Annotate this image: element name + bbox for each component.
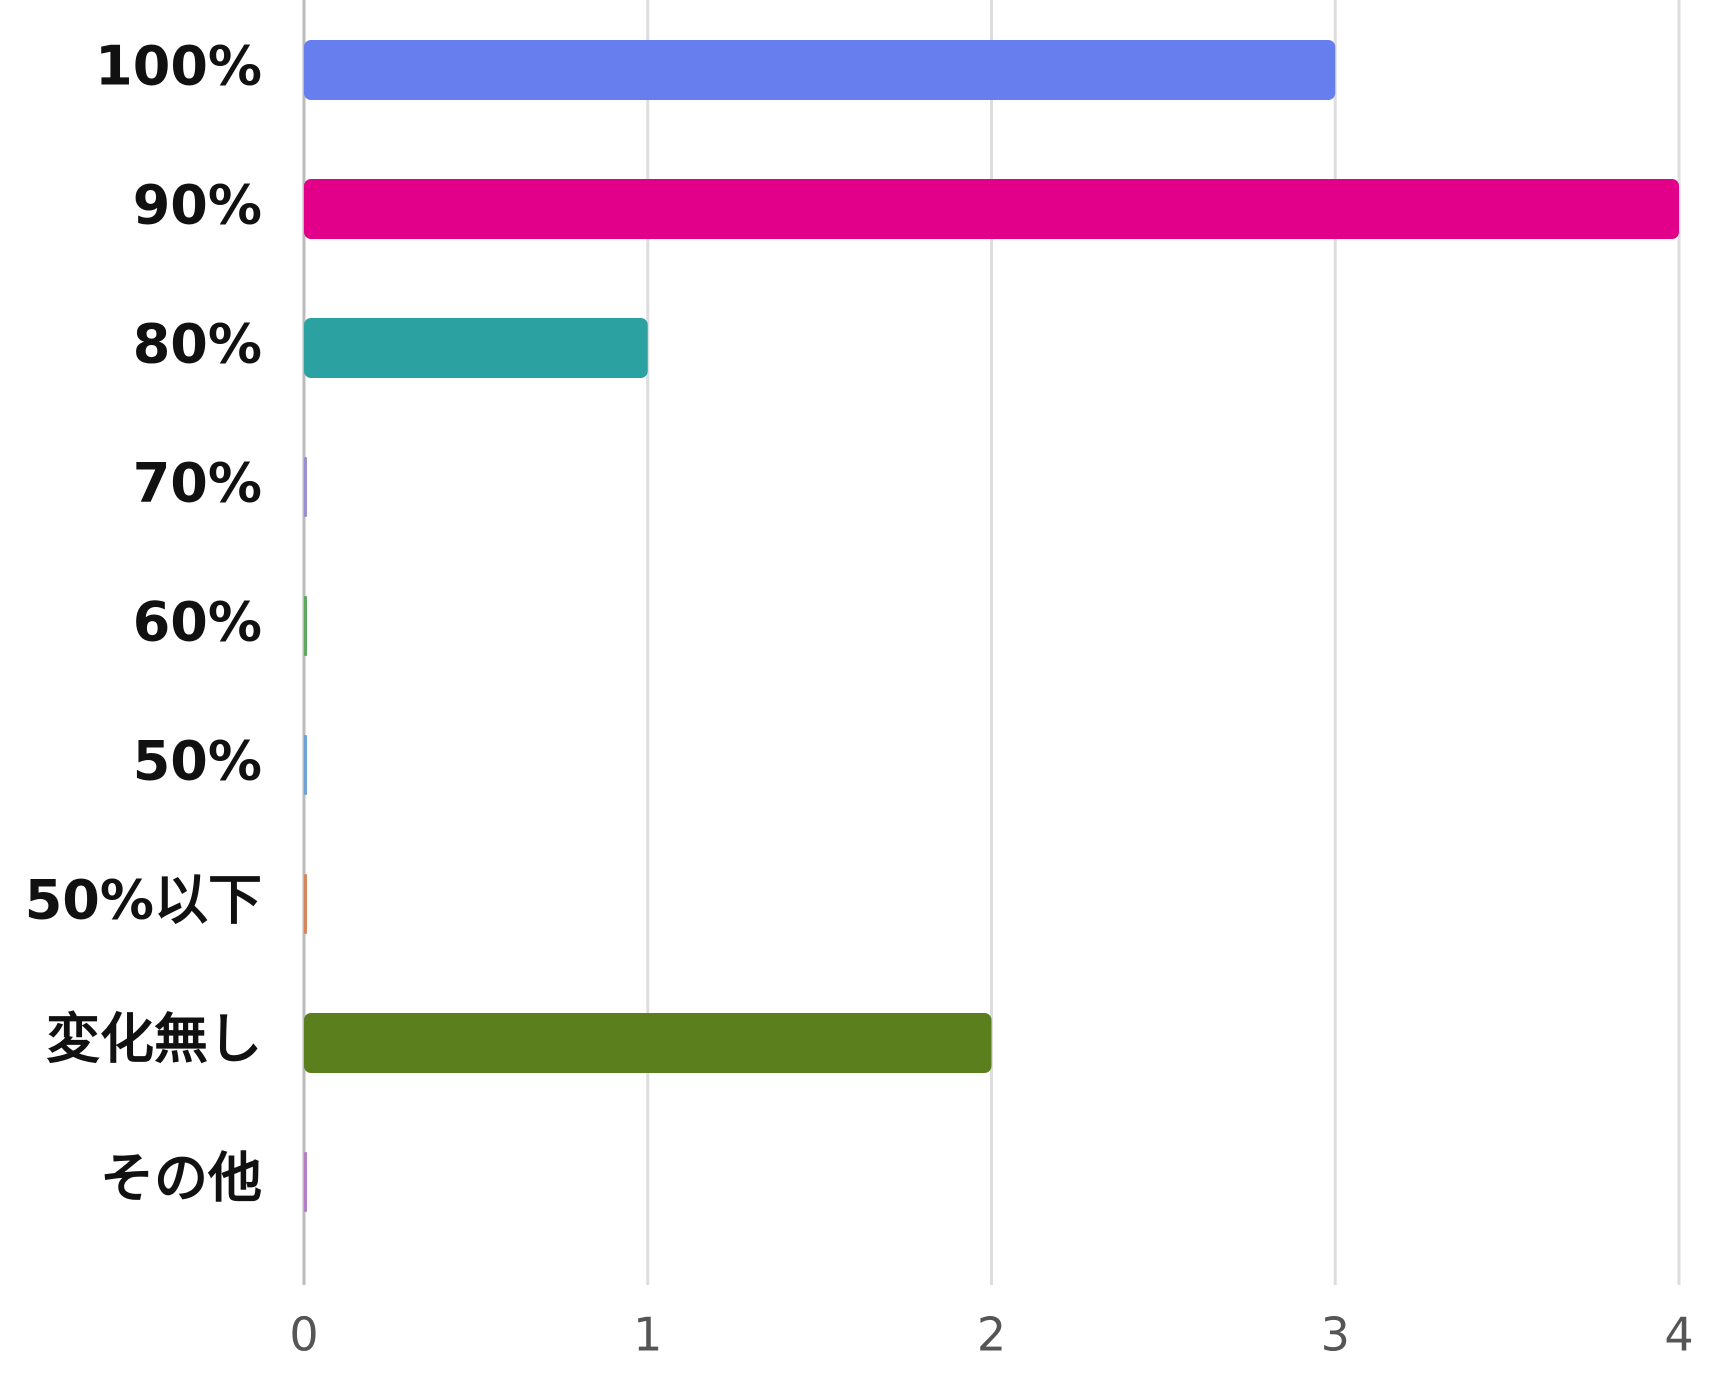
x-tick-label: 0 — [289, 1308, 318, 1362]
y-tick-label: 50% — [133, 730, 262, 793]
y-tick-label: 70% — [133, 452, 262, 515]
y-tick-label: 60% — [133, 591, 262, 654]
bar — [304, 735, 307, 795]
bar — [304, 874, 307, 934]
bar — [304, 40, 1336, 100]
x-tick-label: 4 — [1664, 1308, 1693, 1362]
bar — [304, 1152, 307, 1212]
y-tick-label: 90% — [133, 174, 262, 237]
x-tick-label: 3 — [1321, 1308, 1350, 1362]
y-tick-label: 80% — [133, 313, 262, 376]
bar — [304, 318, 648, 378]
bar — [304, 179, 1679, 239]
y-tick-label: 変化無し — [46, 1008, 262, 1071]
x-tick-label: 1 — [633, 1308, 662, 1362]
x-tick-label: 2 — [977, 1308, 1006, 1362]
bar — [304, 596, 307, 656]
bar — [304, 1013, 992, 1073]
bar — [304, 457, 307, 517]
y-tick-label: その他 — [100, 1147, 262, 1210]
y-tick-label: 50%以下 — [25, 869, 262, 932]
y-tick-label: 100% — [95, 35, 262, 98]
